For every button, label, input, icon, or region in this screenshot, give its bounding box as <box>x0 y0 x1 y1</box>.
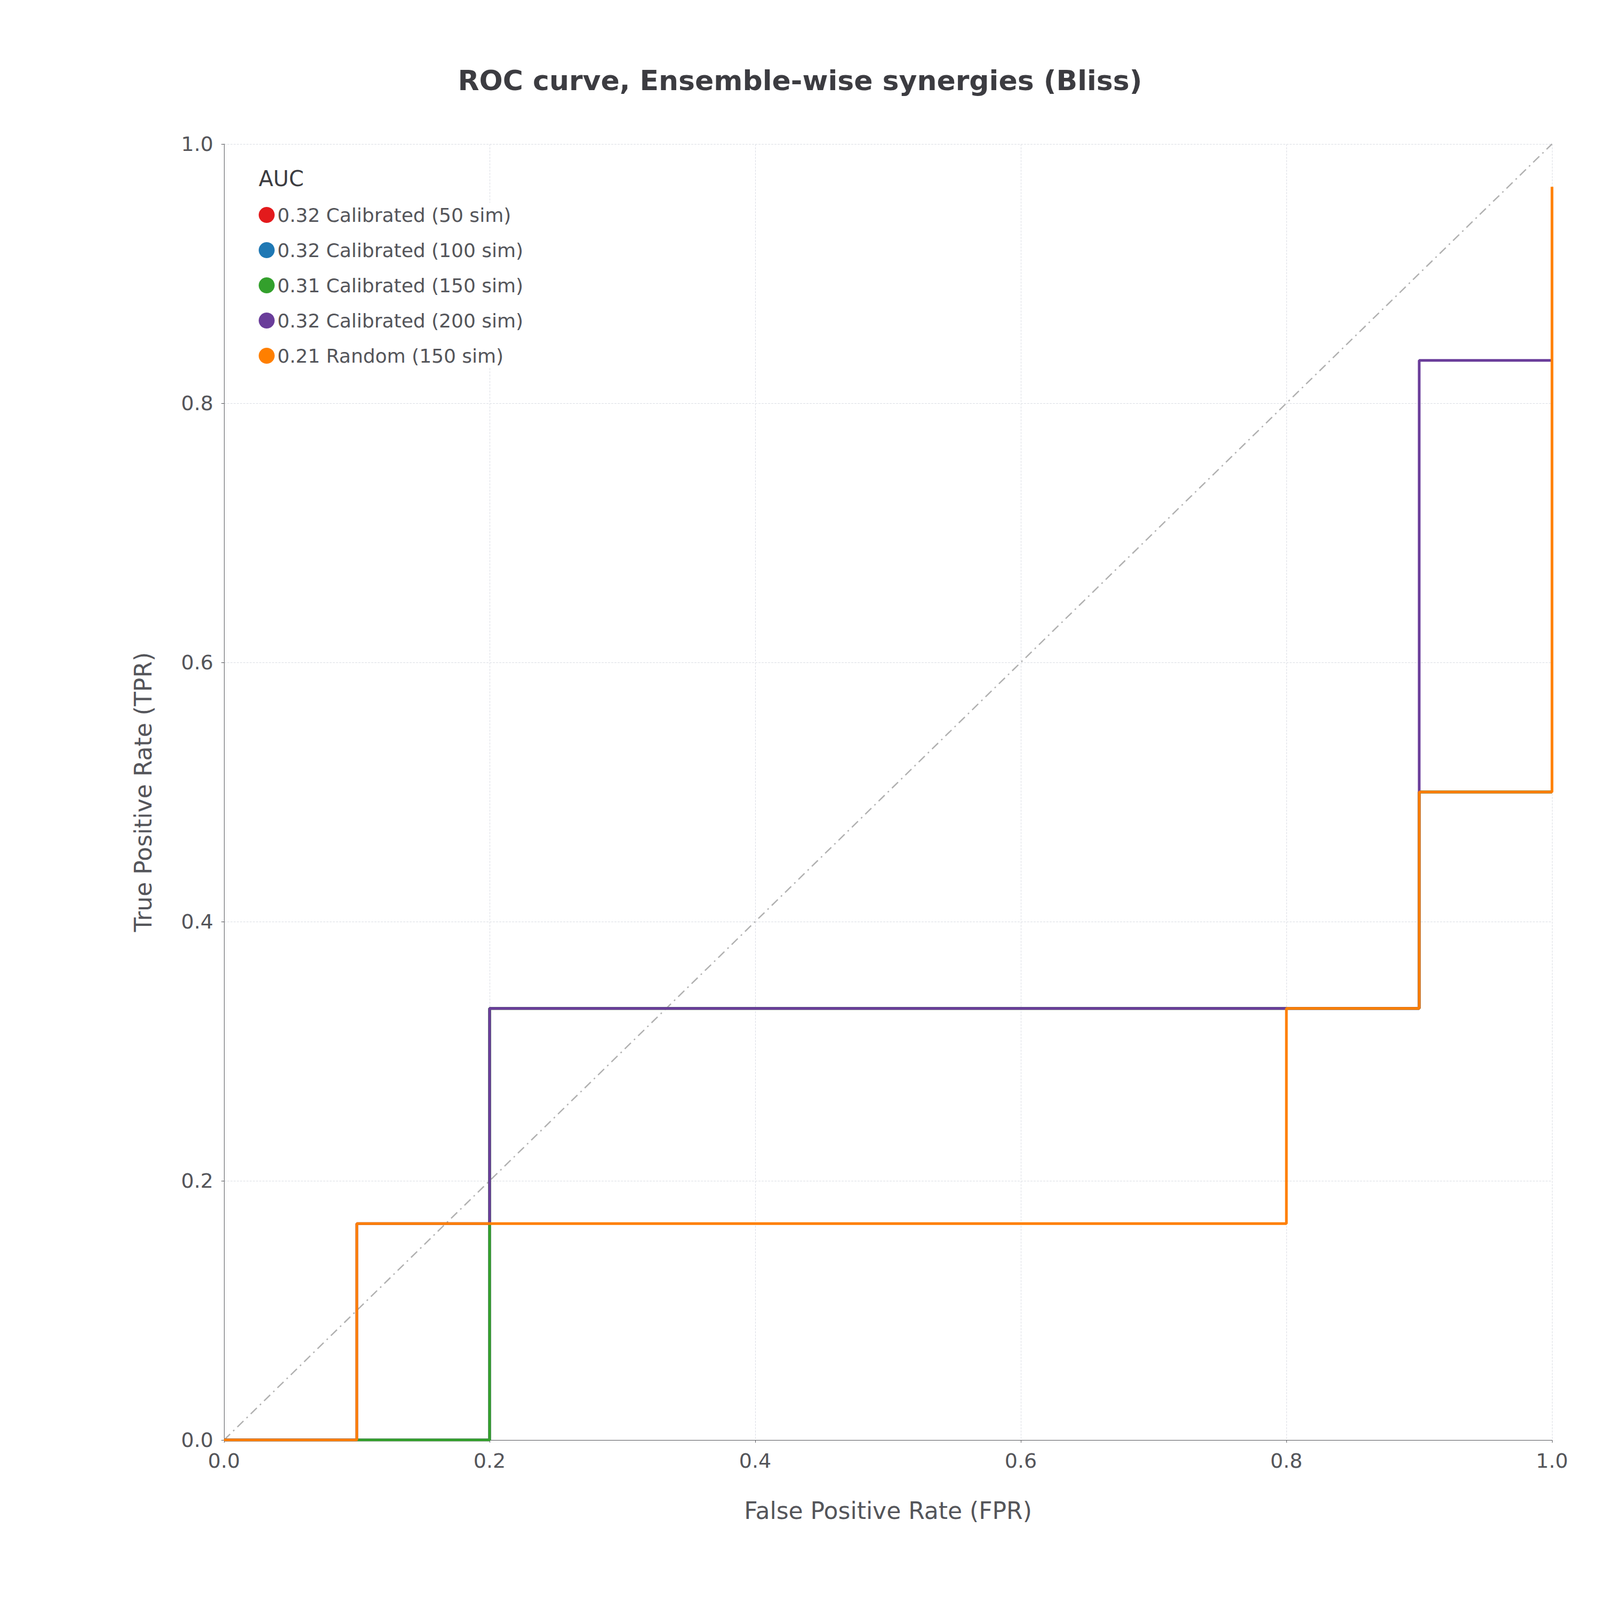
svg-text:0.8: 0.8 <box>181 391 214 415</box>
svg-text:1.0: 1.0 <box>181 132 214 156</box>
svg-text:ROC curve, Ensemble-wise syner: ROC curve, Ensemble-wise synergies (Blis… <box>458 64 1143 97</box>
svg-text:0.2: 0.2 <box>181 1169 214 1193</box>
svg-text:0.0: 0.0 <box>181 1428 214 1452</box>
svg-text:0.32 Calibrated (50 sim): 0.32 Calibrated (50 sim) <box>277 204 511 227</box>
svg-text:0.6: 0.6 <box>1004 1449 1037 1473</box>
svg-text:0.0: 0.0 <box>208 1449 240 1473</box>
svg-text:0.8: 0.8 <box>1270 1449 1303 1473</box>
svg-text:0.4: 0.4 <box>739 1449 772 1473</box>
svg-text:0.6: 0.6 <box>181 650 214 675</box>
svg-text:0.31 Calibrated (150 sim): 0.31 Calibrated (150 sim) <box>277 274 524 297</box>
svg-text:False Positive Rate (FPR): False Positive Rate (FPR) <box>744 1497 1032 1525</box>
svg-text:0.4: 0.4 <box>181 909 214 934</box>
svg-text:AUC: AUC <box>258 166 304 191</box>
svg-text:0.2: 0.2 <box>473 1449 506 1473</box>
svg-text:0.21 Random (150 sim): 0.21 Random (150 sim) <box>277 345 504 367</box>
svg-text:True Positive Rate (TPR): True Positive Rate (TPR) <box>129 652 157 933</box>
svg-text:1.0: 1.0 <box>1536 1449 1568 1473</box>
svg-text:0.32 Calibrated (200 sim): 0.32 Calibrated (200 sim) <box>277 309 524 332</box>
svg-text:0.32 Calibrated (100 sim): 0.32 Calibrated (100 sim) <box>277 239 524 262</box>
